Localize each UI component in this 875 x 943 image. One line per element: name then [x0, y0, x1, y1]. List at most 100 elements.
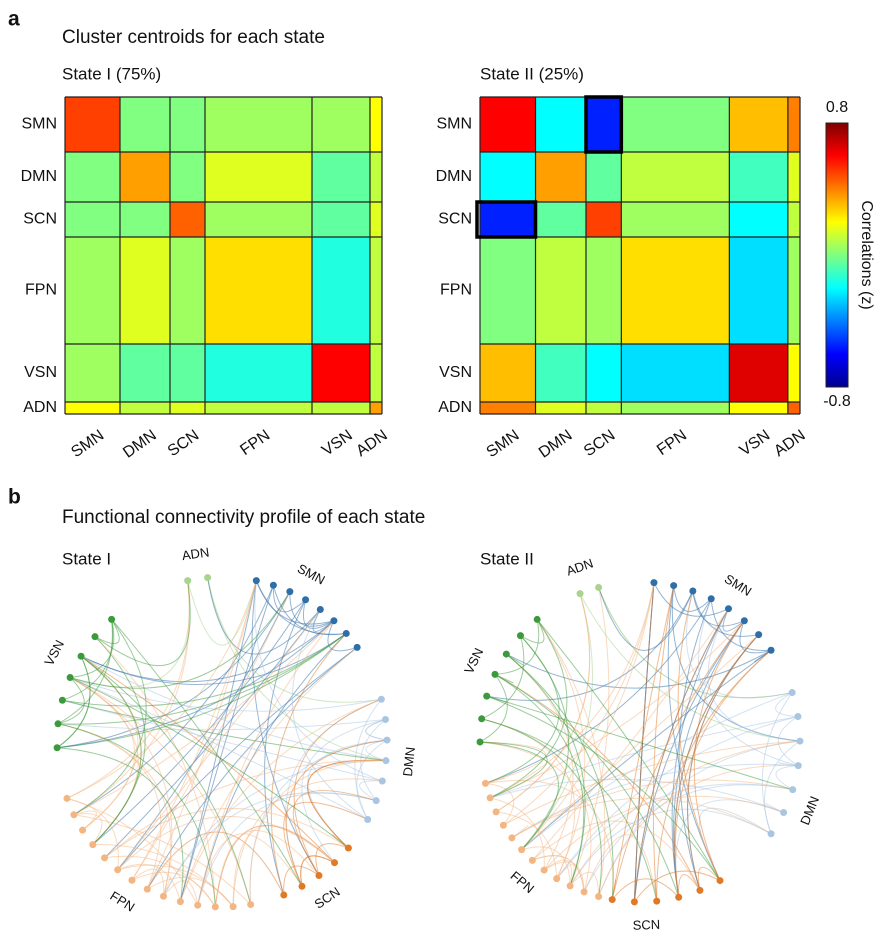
node [286, 588, 294, 596]
edge [272, 585, 347, 636]
edge [722, 608, 745, 632]
edge [481, 635, 525, 720]
heatmap-cell [787, 237, 800, 344]
edge [315, 843, 349, 876]
node [63, 794, 71, 802]
edge [73, 620, 335, 816]
edge [73, 619, 147, 816]
edge [479, 741, 592, 893]
edge [179, 698, 382, 902]
edge [56, 655, 91, 749]
panel-title: Functional connectivity profile of each … [62, 507, 425, 528]
node [670, 582, 678, 590]
column-label: SCN [581, 427, 618, 460]
heatmap-cell [585, 152, 622, 202]
heatmap-cell [535, 237, 586, 344]
edge [598, 764, 799, 897]
heatmap-cell [535, 202, 586, 237]
node [502, 650, 510, 658]
edge [104, 855, 216, 908]
network-label: SCN [312, 884, 343, 912]
node [650, 579, 658, 587]
heatmap-cell [480, 402, 536, 414]
edge [111, 619, 303, 887]
edge [486, 590, 694, 701]
heatmap-cell [621, 344, 730, 402]
edge [62, 699, 383, 782]
edge [569, 871, 600, 897]
node [630, 898, 638, 906]
edge [117, 816, 335, 871]
edge [131, 868, 165, 897]
network-label: SMN [295, 561, 328, 588]
heatmap-cell [170, 402, 205, 414]
edge [634, 870, 721, 903]
node [486, 794, 494, 802]
edge [698, 598, 799, 767]
node [344, 844, 352, 852]
edge [710, 598, 772, 651]
node [707, 595, 715, 603]
node [533, 615, 541, 623]
node [580, 888, 588, 896]
node [143, 885, 151, 893]
node [101, 854, 109, 862]
heatmap-cell [585, 202, 622, 237]
edge [289, 591, 335, 627]
heatmap-cell [65, 97, 120, 152]
edge [536, 619, 606, 897]
heatmap-title: State I (75%) [62, 64, 161, 83]
column-label: FPN [654, 427, 690, 459]
heatmap-cell [729, 152, 788, 202]
column-label: ADN [771, 427, 808, 460]
edge [707, 608, 801, 742]
node [331, 859, 339, 867]
network-label: FPN [508, 868, 538, 896]
edge [264, 599, 307, 896]
circle-title: State I [62, 549, 111, 568]
edge [778, 716, 799, 767]
edge [671, 608, 729, 898]
edge [761, 692, 793, 834]
edge [232, 824, 335, 907]
node [483, 692, 491, 700]
edge [57, 633, 347, 749]
node [492, 808, 500, 816]
edge [104, 807, 349, 859]
edge [232, 778, 383, 907]
heatmap-cell [729, 402, 788, 414]
network-label: DMN [797, 794, 822, 827]
heatmap-title: State II (25%) [480, 64, 584, 83]
column-label: VSN [737, 427, 774, 460]
edge [489, 797, 545, 871]
edge [73, 814, 252, 905]
edge [80, 655, 335, 864]
heatmap-cell [729, 97, 788, 152]
edge [163, 880, 199, 906]
node [378, 777, 386, 785]
edge [503, 582, 655, 826]
node [540, 866, 548, 874]
row-label: VSN [24, 364, 57, 381]
edge [496, 811, 558, 879]
heatmap-cell [787, 97, 800, 152]
edge [633, 620, 745, 902]
edge [611, 620, 745, 900]
heatmap-cell [787, 344, 800, 402]
edges [56, 577, 388, 908]
edge [511, 825, 529, 839]
heatmap-cell [120, 237, 170, 344]
node [91, 633, 99, 641]
edge [69, 591, 291, 689]
heatmap-cell [370, 202, 382, 237]
edge [57, 633, 347, 725]
edge [486, 695, 793, 791]
edge [117, 646, 358, 871]
edge [163, 876, 172, 897]
node [794, 713, 802, 721]
node [316, 605, 324, 613]
node [566, 882, 574, 890]
network-label: VSN [41, 637, 67, 668]
edge [486, 695, 721, 881]
edge [62, 699, 387, 762]
